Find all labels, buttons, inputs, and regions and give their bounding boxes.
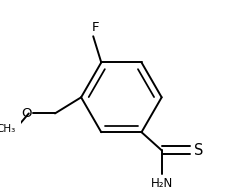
Text: CH₃: CH₃ [0,123,16,133]
Text: S: S [194,143,203,158]
Text: O: O [21,107,32,120]
Text: H₂N: H₂N [150,177,172,190]
Text: F: F [91,21,98,34]
